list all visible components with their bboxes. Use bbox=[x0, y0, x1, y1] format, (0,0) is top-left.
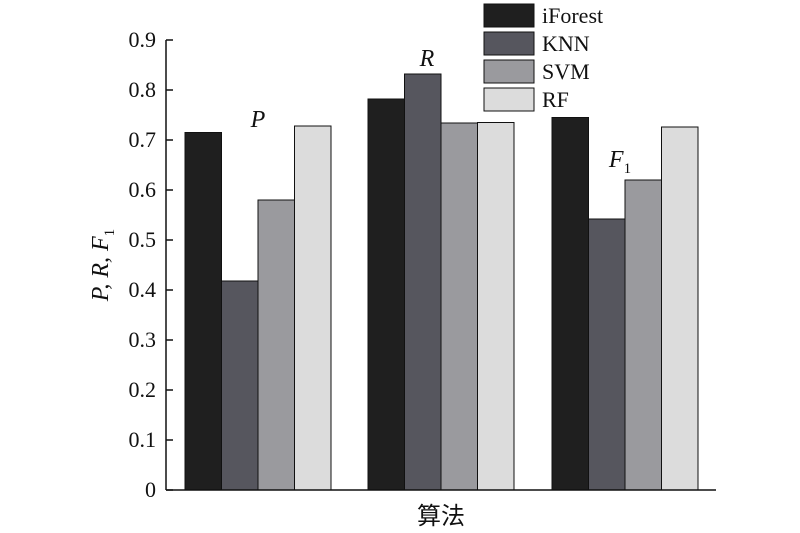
group-label-r: R bbox=[419, 46, 435, 72]
group-label-sub: 1 bbox=[624, 161, 632, 177]
y-axis-title-main: P, R, F bbox=[88, 236, 114, 302]
y-tick-label: 0.7 bbox=[129, 127, 157, 152]
x-axis-title: 算法 bbox=[417, 503, 465, 530]
bar-rf-f1 bbox=[661, 126, 699, 491]
y-tick-label: 0.5 bbox=[129, 227, 157, 252]
legend-swatch-svm bbox=[483, 59, 535, 84]
legend-swatch-knn bbox=[483, 31, 535, 56]
y-tick-label: 0 bbox=[145, 477, 156, 502]
y-tick-label: 0.6 bbox=[129, 177, 157, 202]
bar-knn-p bbox=[221, 280, 259, 491]
y-ticks: 0 0.1 0.2 0.3 0.4 0.5 0.6 0.7 0.8 0.9 bbox=[129, 27, 173, 502]
bar-iforest-p bbox=[184, 132, 222, 491]
y-tick-label: 0.8 bbox=[129, 77, 157, 102]
group-label-p: P bbox=[250, 107, 266, 133]
y-tick-label: 0.3 bbox=[129, 327, 157, 352]
bar-rf-p bbox=[294, 125, 332, 491]
y-tick-label: 0.1 bbox=[129, 427, 157, 452]
legend-label-iforest: iForest bbox=[542, 3, 603, 28]
y-axis-title: P, R, F1 bbox=[88, 229, 118, 302]
group-label-main: F bbox=[608, 147, 624, 173]
group-label-f1: F1 bbox=[608, 147, 631, 177]
y-tick-label: 0.2 bbox=[129, 377, 157, 402]
bar-svm-f1 bbox=[624, 179, 662, 491]
legend-swatch-iforest bbox=[483, 3, 535, 28]
bar-svm-r bbox=[440, 122, 478, 491]
bars-layer bbox=[184, 73, 699, 491]
axes-layer bbox=[165, 40, 716, 491]
legend-swatch-rf bbox=[483, 87, 535, 112]
bar-knn-f1 bbox=[588, 218, 626, 491]
y-tick-label: 0.9 bbox=[129, 27, 157, 52]
y-tick-label: 0.4 bbox=[129, 277, 157, 302]
bar-rf-r bbox=[477, 122, 515, 491]
bar-iforest-r bbox=[367, 98, 405, 491]
legend-label-knn: KNN bbox=[542, 31, 590, 56]
legend-label-rf: RF bbox=[542, 87, 569, 112]
group-label-main: P bbox=[250, 107, 266, 133]
group-label-main: R bbox=[419, 46, 435, 72]
bar-svm-p bbox=[257, 199, 295, 491]
legend-label-svm: SVM bbox=[542, 59, 590, 84]
bar-iforest-f1 bbox=[551, 117, 589, 491]
bar-knn-r bbox=[404, 73, 442, 491]
y-axis-title-sub: 1 bbox=[102, 229, 118, 237]
legend: iForest KNN SVM RF bbox=[483, 3, 603, 112]
